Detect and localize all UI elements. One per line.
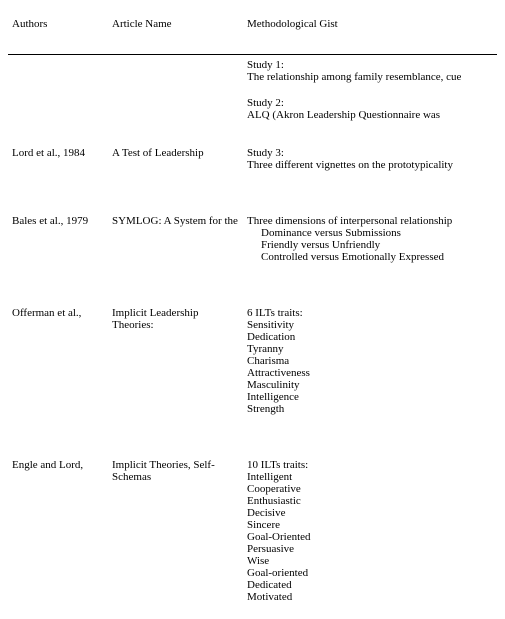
study3-label: Study 3:: [247, 147, 493, 159]
study3-text: Three different vignettes on the prototy…: [247, 159, 493, 171]
table-row: Study 1: The relationship among family r…: [8, 55, 497, 126]
table-row: Engle and Lord, Implicit Theories, Self-…: [8, 455, 497, 607]
trait: Goal-Oriented: [247, 531, 493, 543]
study1-label: Study 1:: [247, 59, 493, 71]
trait: Cooperative: [247, 483, 493, 495]
study2-label: Study 2:: [247, 97, 493, 109]
trait: Intelligent: [247, 471, 493, 483]
trait: Attractiveness: [247, 367, 493, 379]
trait: Sincere: [247, 519, 493, 531]
table-row: Lord et al., 1984 A Test of Leadership S…: [8, 143, 497, 175]
study2-text: ALQ (Akron Leadership Questionnaire was: [247, 109, 493, 121]
header-authors: Authors: [8, 12, 108, 55]
trait: Goal-oriented: [247, 567, 493, 579]
cell-article: Implicit Theories, Self-Schemas: [108, 455, 243, 607]
cell-authors: Engle and Lord,: [8, 455, 108, 607]
cell-article: SYMLOG: A System for the: [108, 211, 243, 267]
trait: Intelligence: [247, 391, 493, 403]
dim-3: Controlled versus Emotionally Expressed: [247, 251, 493, 263]
cell-authors: Bales et al., 1979: [8, 211, 108, 267]
trait: Motivated: [247, 591, 493, 603]
header-row: Authors Article Name Methodological Gist: [8, 12, 497, 55]
traits-lead: 10 ILTs traits:: [247, 459, 493, 471]
table-row: Offerman et al., Implicit Leadership The…: [8, 303, 497, 419]
header-gist: Methodological Gist: [243, 12, 497, 55]
trait: Decisive: [247, 507, 493, 519]
trait: Persuasive: [247, 543, 493, 555]
dim-2: Friendly versus Unfriendly: [247, 239, 493, 251]
cell-article: A Test of Leadership: [108, 143, 243, 175]
trait: Wise: [247, 555, 493, 567]
cell-article: Implicit Leadership Theories:: [108, 303, 243, 419]
traits-lead: 6 ILTs traits:: [247, 307, 493, 319]
cell-authors: Lord et al., 1984: [8, 143, 108, 175]
trait: Dedicated: [247, 579, 493, 591]
cell-authors: Offerman et al.,: [8, 303, 108, 419]
dim-1: Dominance versus Submissions: [247, 227, 493, 239]
trait: Enthusiastic: [247, 495, 493, 507]
header-article: Article Name: [108, 12, 243, 55]
trait: Masculinity: [247, 379, 493, 391]
dims-lead: Three dimensions of interpersonal relati…: [247, 215, 493, 227]
trait: Dedication: [247, 331, 493, 343]
trait: Sensitivity: [247, 319, 493, 331]
table-row: Bales et al., 1979 SYMLOG: A System for …: [8, 211, 497, 267]
trait: Strength: [247, 403, 493, 415]
study1-text: The relationship among family resemblanc…: [247, 71, 493, 83]
literature-table: Authors Article Name Methodological Gist…: [8, 12, 497, 607]
trait: Tyranny: [247, 343, 493, 355]
trait: Charisma: [247, 355, 493, 367]
